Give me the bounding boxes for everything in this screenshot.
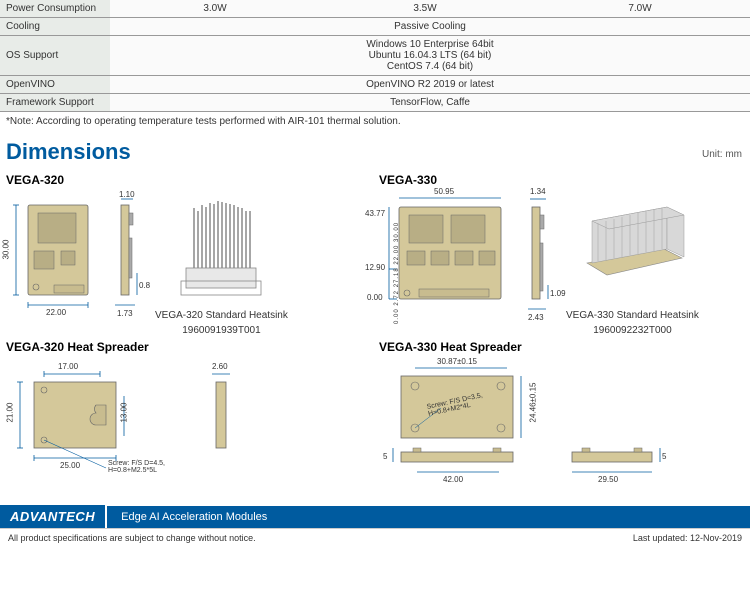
dim-w: 22.00	[46, 308, 66, 317]
dim-rtop: 1.34	[530, 187, 546, 196]
row-label: Power Consumption	[0, 0, 110, 18]
row-val: 3.5W	[320, 0, 530, 18]
row-label: Cooling	[0, 18, 110, 36]
spec-table: Power Consumption 3.0W 3.5W 7.0W Cooling…	[0, 0, 750, 112]
vega330-title: VEGA-330	[379, 173, 744, 187]
dim-h: 30.00	[2, 239, 11, 259]
row-val: Passive Cooling	[110, 18, 750, 36]
spreader-h: 21.00	[6, 402, 15, 422]
dim-w: 50.95	[434, 187, 454, 196]
heatsink-name: VEGA-320 Standard Heatsink	[155, 310, 288, 321]
spreader-topw: 30.87±0.15	[437, 357, 477, 366]
footer: ADVANTECH Edge AI Acceleration Modules A…	[0, 505, 750, 547]
spreader-inner-w: 17.00	[58, 362, 78, 371]
vega320-spreader-diagram: 21.00 17.00 13.00 25.00 Screw: F/S D=4.5…	[6, 360, 196, 478]
vega330-spreader-diagram: 30.87±0.15 24.46±0.15 Screw: F/S D=3.5, …	[379, 360, 554, 493]
section-title: Dimensions	[0, 131, 750, 169]
row-label: Framework Support	[0, 94, 110, 112]
row-val: TensorFlow, Caffe	[110, 94, 750, 112]
dim-h: 43.77	[365, 209, 385, 218]
heatsink-part: 1960091939T001	[155, 325, 288, 336]
vega320-column: VEGA-320 30.00	[6, 169, 371, 493]
spreader-sideh: 5	[383, 452, 387, 461]
vega330-column: VEGA-330 50.95	[379, 169, 744, 493]
spreader-w: 25.00	[60, 461, 80, 470]
spreader-w: 42.00	[443, 475, 463, 484]
dim-y2: 0.00	[367, 293, 383, 302]
disclaimer: All product specifications are subject t…	[8, 533, 256, 543]
row-val: 7.0W	[530, 0, 750, 18]
footer-title: Edge AI Acceleration Modules	[107, 506, 750, 528]
dim-sidew: 2.43	[528, 313, 544, 322]
vega320-side-diagram: 1.10 1.73 0.8	[107, 193, 149, 321]
dim-y1: 12.90	[365, 263, 385, 272]
dim-side-top: 1.10	[119, 190, 135, 199]
screw-note: Screw: F/S D=4.5, H=0.8+M2.5*5L	[108, 460, 165, 474]
dim-side-t: 0.8	[139, 281, 150, 290]
vega330-side-diagram: 1.34 2.43 1.09	[520, 193, 560, 336]
dim-sidet: 1.09	[550, 289, 566, 298]
vega320-heatsink: VEGA-320 Standard Heatsink 1960091939T00…	[155, 193, 288, 336]
dim-xvals: 0.00 2.72 27.18 22.00 30.00	[394, 222, 400, 324]
spreader-t: 2.60	[212, 362, 228, 371]
spreader2-w: 29.50	[598, 475, 618, 484]
spreader-inner-h: 13.00	[120, 402, 129, 422]
last-updated: Last updated: 12-Nov-2019	[633, 533, 742, 543]
note-text: *Note: According to operating temperatur…	[0, 112, 750, 131]
vega330-pcb-diagram: 50.95 43.77 12.90 0.00 0.00 2.72 27.18 2…	[379, 193, 514, 336]
vega330-spreader-side2: 5 29.50	[560, 360, 670, 493]
vega320-spreader-side: 2.60	[202, 360, 242, 478]
advantech-logo: ADVANTECH	[0, 505, 105, 528]
heatsink-name: VEGA-330 Standard Heatsink	[566, 310, 699, 321]
vega330-spreader-title: VEGA-330 Heat Spreader	[379, 340, 744, 354]
row-val: OpenVINO R2 2019 or latest	[110, 76, 750, 94]
dimensions-area: VEGA-320 30.00	[0, 169, 750, 493]
vega320-pcb-diagram: 30.00 22.00	[6, 193, 101, 321]
heatsink-part: 1960092232T000	[566, 325, 699, 336]
spreader2-h: 5	[662, 452, 666, 461]
row-label: OpenVINO	[0, 76, 110, 94]
row-label: OS Support	[0, 36, 110, 76]
row-val: 3.0W	[110, 0, 320, 18]
vega330-heatsink: VEGA-330 Standard Heatsink 1960092232T00…	[566, 193, 699, 336]
row-val: Windows 10 Enterprise 64bit Ubuntu 16.04…	[110, 36, 750, 76]
dim-side-w: 1.73	[117, 309, 133, 318]
spreader-h: 24.46±0.15	[528, 383, 537, 423]
unit-label: Unit: mm	[702, 131, 750, 160]
vega320-spreader-title: VEGA-320 Heat Spreader	[6, 340, 371, 354]
vega320-title: VEGA-320	[6, 173, 371, 187]
